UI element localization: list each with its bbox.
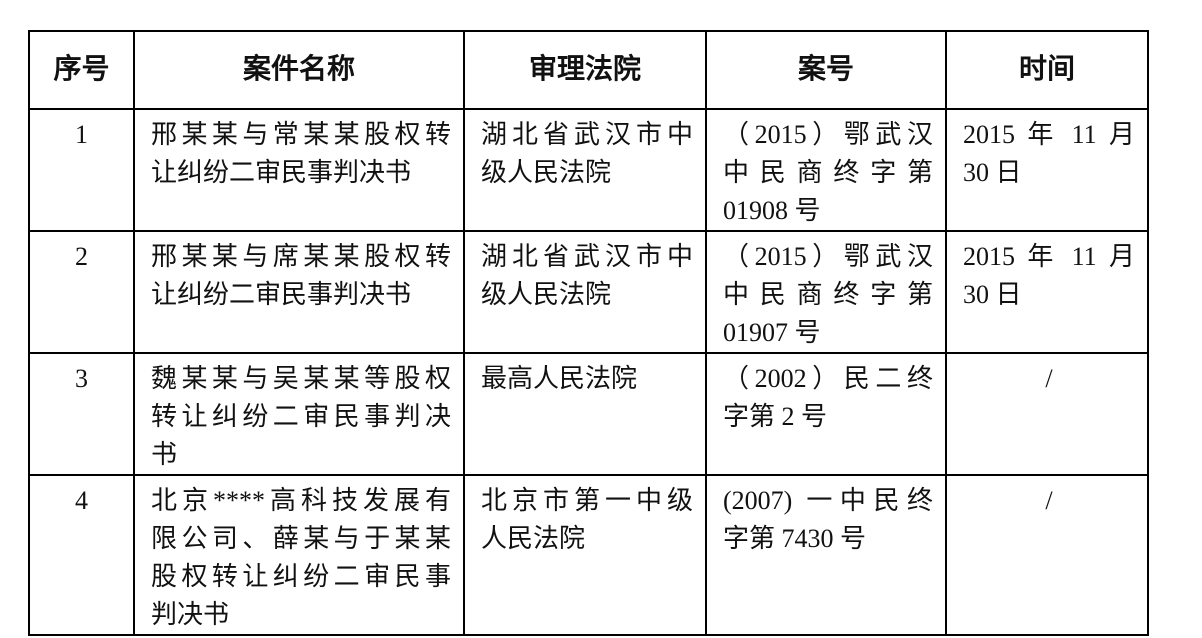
cell-line: 级人民法院 bbox=[481, 158, 612, 187]
cell-line: 让纠纷二审民事判决书 bbox=[151, 280, 412, 309]
cell-line: 字第 7430 号 bbox=[723, 524, 867, 553]
header-no: 序号 bbox=[28, 30, 135, 110]
cell-line: 让纠纷二审民事判决书 bbox=[151, 158, 412, 187]
cell-line: 字第 2 号 bbox=[723, 402, 828, 431]
cell-line: （2002）民二终 bbox=[723, 364, 933, 393]
cell-line: 书 bbox=[151, 440, 178, 469]
cell-case-number: (2007) 一中民终 字第 7430 号 bbox=[705, 474, 947, 636]
cell-line: 邢某某与席某某股权转 bbox=[151, 242, 451, 271]
cell-line: 30 日 bbox=[963, 158, 1022, 187]
cell-court: 最高人民法院 bbox=[463, 352, 707, 476]
cell-line: 01907 号 bbox=[723, 318, 821, 347]
cell-time: / bbox=[945, 352, 1149, 476]
cell-time: 2015 年 11 月 30 日 bbox=[945, 108, 1149, 232]
case-table: 序号 案件名称 审理法院 案号 时间 1 邢某某与常某某股权转 让纠纷二审民事判决书… bbox=[28, 30, 1149, 636]
header-case-name: 案件名称 bbox=[133, 30, 465, 110]
cell-time: / bbox=[945, 474, 1149, 636]
cell-court: 湖北省武汉市中 级人民法院 bbox=[463, 108, 707, 232]
header-row: 序号 案件名称 审理法院 案号 时间 bbox=[28, 30, 1149, 110]
cell-court: 北京市第一中级 人民法院 bbox=[463, 474, 707, 636]
cell-line: 转让纠纷二审民事判决 bbox=[151, 402, 451, 431]
cell-case-name: 北京****高科技发展有 限公司、薛某与于某某 股权转让纠纷二审民事 判决书 bbox=[133, 474, 465, 636]
cell-case-number: （2015）鄂武汉 中民商终字第 01907 号 bbox=[705, 230, 947, 354]
cell-case-number: （2015）鄂武汉 中民商终字第 01908 号 bbox=[705, 108, 947, 232]
cell-case-name: 魏某某与吴某某等股权 转让纠纷二审民事判决书 bbox=[133, 352, 465, 476]
cell-line: 限公司、薛某与于某某 bbox=[151, 524, 451, 553]
cell-line: 北京市第一中级 bbox=[481, 486, 693, 515]
cell-case-name: 邢某某与席某某股权转 让纠纷二审民事判决书 bbox=[133, 230, 465, 354]
cell-line: 判决书 bbox=[151, 600, 230, 629]
cell-no: 3 bbox=[28, 352, 135, 476]
cell-court: 湖北省武汉市中 级人民法院 bbox=[463, 230, 707, 354]
cell-line: 2015 年 11 月 bbox=[963, 120, 1135, 149]
cell-line: 级人民法院 bbox=[481, 280, 612, 309]
header-time: 时间 bbox=[945, 30, 1149, 110]
cell-line: 2015 年 11 月 bbox=[963, 242, 1135, 271]
cell-line: 人民法院 bbox=[481, 524, 586, 553]
table-row: 4 北京****高科技发展有 限公司、薛某与于某某 股权转让纠纷二审民事 判决书 北京市第… bbox=[28, 474, 1149, 636]
cell-case-number: （2002）民二终 字第 2 号 bbox=[705, 352, 947, 476]
cell-line: 01908 号 bbox=[723, 196, 821, 225]
table-row: 2 邢某某与席某某股权转 让纠纷二审民事判决书 湖北省武汉市中 级人民法院 （2015）鄂… bbox=[28, 230, 1149, 354]
cell-time: 2015 年 11 月 30 日 bbox=[945, 230, 1149, 354]
header-court: 审理法院 bbox=[463, 30, 707, 110]
cell-line: （2015）鄂武汉 bbox=[723, 242, 933, 271]
cell-no: 4 bbox=[28, 474, 135, 636]
cell-line: 魏某某与吴某某等股权 bbox=[151, 364, 451, 393]
table-row: 1 邢某某与常某某股权转 让纠纷二审民事判决书 湖北省武汉市中 级人民法院 （2015）鄂… bbox=[28, 108, 1149, 232]
header-case-number: 案号 bbox=[705, 30, 947, 110]
table-row: 3 魏某某与吴某某等股权 转让纠纷二审民事判决书最高人民法院 （2002）民二终 字第 … bbox=[28, 352, 1149, 476]
cell-no: 2 bbox=[28, 230, 135, 354]
cell-case-name: 邢某某与常某某股权转 让纠纷二审民事判决书 bbox=[133, 108, 465, 232]
cell-line: 股权转让纠纷二审民事 bbox=[151, 562, 451, 591]
cell-line: 中民商终字第 bbox=[723, 280, 933, 309]
cell-line: 中民商终字第 bbox=[723, 158, 933, 187]
cell-line: 北京****高科技发展有 bbox=[151, 486, 451, 515]
cell-no: 1 bbox=[28, 108, 135, 232]
cell-line: 湖北省武汉市中 bbox=[481, 120, 693, 149]
cell-line: 邢某某与常某某股权转 bbox=[151, 120, 451, 149]
cell-line: 湖北省武汉市中 bbox=[481, 242, 693, 271]
cell-line: / bbox=[1045, 364, 1053, 393]
cell-line: 最高人民法院 bbox=[481, 364, 638, 393]
cell-line: (2007) 一中民终 bbox=[723, 486, 933, 515]
cell-line: （2015）鄂武汉 bbox=[723, 120, 933, 149]
cell-line: 30 日 bbox=[963, 280, 1022, 309]
cell-line: / bbox=[1045, 486, 1053, 515]
